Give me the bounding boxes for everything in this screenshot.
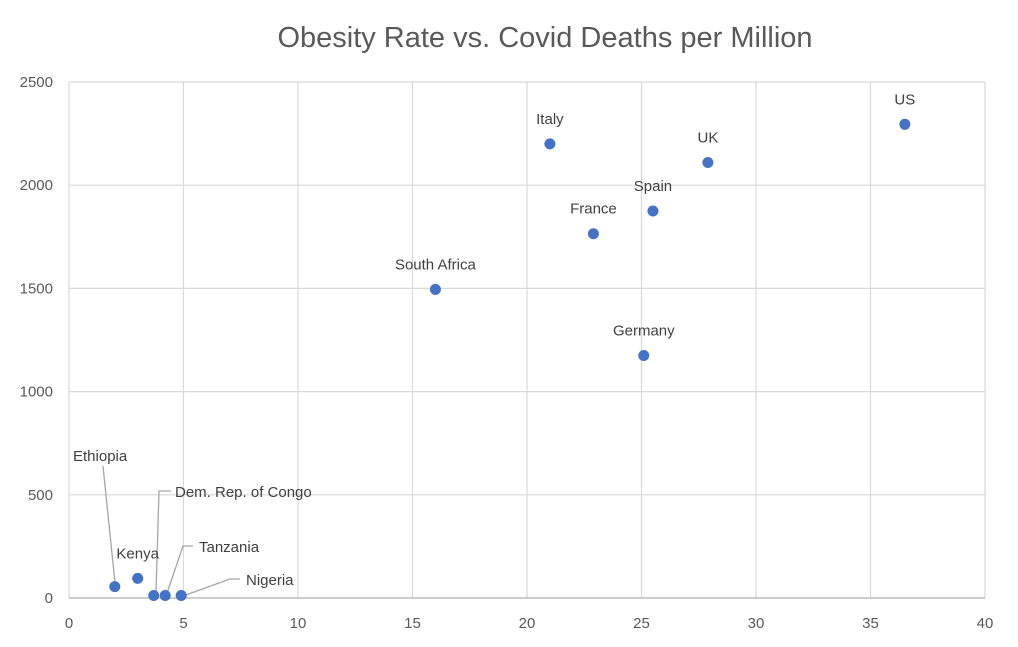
data-point[interactable] (899, 118, 911, 130)
chart-title: Obesity Rate vs. Covid Deaths per Millio… (277, 22, 813, 54)
data-label: Spain (634, 178, 672, 195)
data-label: Ethiopia (73, 448, 128, 465)
y-tick-label: 2000 (20, 177, 53, 194)
data-point[interactable] (647, 205, 659, 217)
x-tick-label: 40 (977, 615, 994, 632)
data-label: Nigeria (246, 572, 294, 589)
data-label: Dem. Rep. of Congo (175, 484, 312, 501)
gridlines (68, 81, 986, 599)
point-labels: US Italy UK Spain France South Africa Germany E… (73, 91, 915, 589)
y-tick-label: 1000 (20, 384, 53, 401)
x-tick-label: 10 (290, 615, 307, 632)
x-tick-label: 0 (65, 615, 73, 632)
data-label: Germany (613, 322, 675, 339)
data-point[interactable] (159, 590, 171, 602)
data-label: South Africa (395, 256, 477, 273)
leader-lines (102, 465, 240, 597)
y-tick-label: 500 (28, 487, 53, 504)
data-point[interactable] (587, 228, 599, 240)
data-label: Kenya (116, 545, 159, 562)
data-point[interactable] (132, 572, 144, 584)
data-point[interactable] (148, 590, 160, 602)
y-tick-label: 0 (45, 590, 53, 607)
axes: 0 5 10 15 20 25 30 35 40 0 500 1000 1500 2000 2500 (20, 74, 994, 632)
x-tick-label: 35 (862, 615, 879, 632)
data-label: Italy (536, 111, 564, 128)
leader-line (102, 465, 116, 584)
data-label: US (894, 91, 915, 108)
data-point[interactable] (638, 349, 650, 361)
x-tick-label: 30 (748, 615, 765, 632)
data-point[interactable] (702, 156, 714, 168)
leader-line (155, 490, 171, 593)
data-point[interactable] (109, 581, 121, 593)
x-tick-label: 25 (633, 615, 650, 632)
data-label: UK (697, 129, 718, 146)
data-point[interactable] (175, 590, 187, 602)
data-label: France (570, 201, 617, 218)
leader-line (182, 578, 240, 597)
data-label: Tanzania (199, 539, 260, 556)
leader-line (166, 545, 193, 594)
y-tick-label: 2500 (20, 74, 53, 91)
y-tick-label: 1500 (20, 280, 53, 297)
x-tick-label: 20 (519, 615, 536, 632)
data-points (109, 118, 911, 602)
x-tick-label: 15 (404, 615, 421, 632)
x-tick-label: 5 (179, 615, 187, 632)
data-point[interactable] (544, 138, 556, 150)
data-point[interactable] (429, 283, 441, 295)
